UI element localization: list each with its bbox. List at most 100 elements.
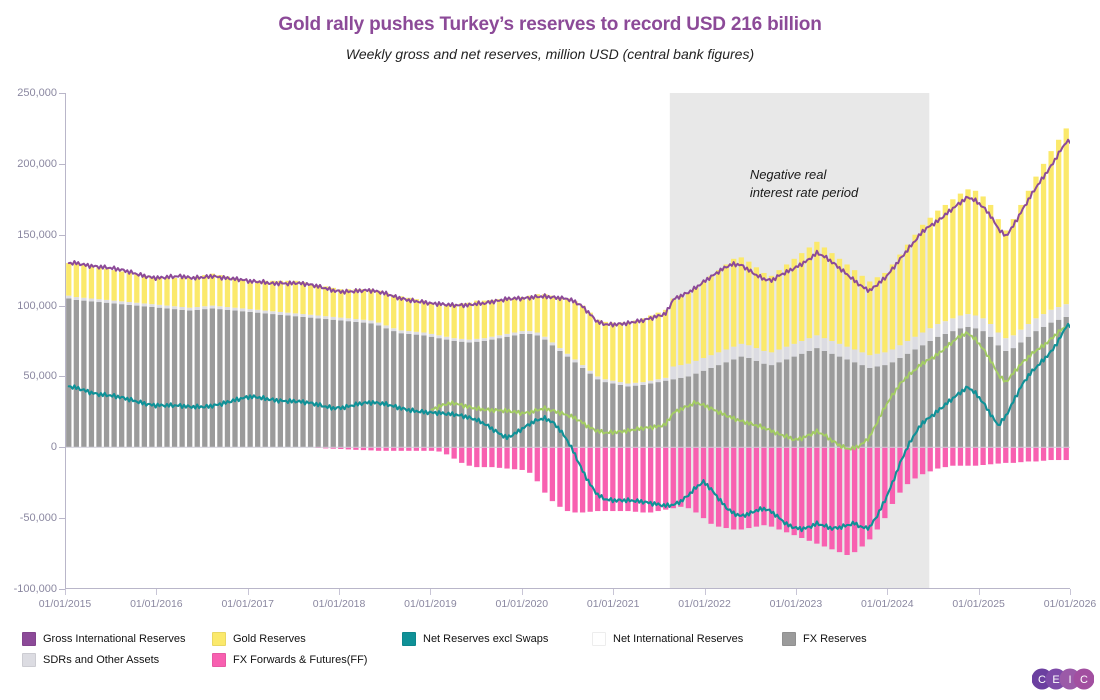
bar-segment <box>459 338 465 342</box>
bar-segment <box>693 447 699 513</box>
bar-segment <box>345 318 352 322</box>
bar-segment <box>867 281 873 356</box>
bar-segment <box>557 350 563 448</box>
bar-segment <box>179 309 185 448</box>
bar-segment <box>443 447 450 455</box>
stacked-bars-negative <box>315 447 1069 555</box>
bar-segment <box>164 277 170 306</box>
bar-segment <box>844 264 850 347</box>
bar-segment <box>383 447 389 451</box>
bar-segment <box>542 294 548 337</box>
bar-segment <box>511 332 518 336</box>
bar-segment <box>579 447 586 513</box>
bar-segment <box>1018 342 1024 448</box>
bar-segment <box>126 272 132 303</box>
bar-segment <box>194 306 200 310</box>
bar-segment <box>738 356 744 448</box>
legend-item-net-reserves-excl-swaps[interactable]: Net Reserves excl Swaps <box>402 631 592 646</box>
bar-segment <box>315 318 321 448</box>
logo-letter: C <box>1080 674 1088 686</box>
bar-segment <box>1018 329 1024 343</box>
bar-segment <box>428 302 435 334</box>
plot-area[interactable] <box>65 93 1070 589</box>
bar-segment <box>715 352 722 366</box>
bar-segment <box>564 447 571 512</box>
bar-segment <box>406 447 412 451</box>
bar-segment <box>187 310 193 448</box>
bar-segment <box>610 380 616 384</box>
bar-segment <box>715 447 722 527</box>
bar-segment <box>459 303 465 339</box>
bar-segment <box>844 346 850 360</box>
bar-segment <box>693 287 699 361</box>
x-tick-mark <box>339 589 341 595</box>
bar-segment <box>277 280 284 312</box>
bar-segment <box>300 282 306 315</box>
y-tick-mark <box>59 376 65 378</box>
bar-segment <box>519 297 525 332</box>
bar-segment <box>753 447 760 527</box>
bar-segment <box>731 346 737 360</box>
bar-segment <box>882 272 888 353</box>
bar-segment <box>360 322 367 448</box>
bar-segment <box>904 244 911 341</box>
bar-segment <box>247 311 253 448</box>
legend-item-fx-reserves[interactable]: FX Reserves <box>782 631 972 646</box>
bar-segment <box>1033 447 1039 462</box>
bar-segment <box>685 292 692 364</box>
bar-segment <box>587 447 593 512</box>
bar-segment <box>511 447 518 470</box>
bar-segment <box>360 289 367 320</box>
legend-label: SDRs and Other Assets <box>43 653 160 666</box>
bar-segment <box>209 308 215 448</box>
bar-segment <box>950 199 956 319</box>
bar-segment <box>587 373 593 448</box>
bar-segment <box>164 308 170 448</box>
sdrs-and-other-assets-swatch <box>22 652 36 667</box>
bar-segment <box>300 316 306 448</box>
x-tick-mark <box>1070 589 1071 595</box>
bar-segment <box>489 339 495 448</box>
x-tick-label: 01/01/2020 <box>495 598 549 610</box>
bar-segment <box>194 276 200 307</box>
bar-segment <box>950 447 956 466</box>
y-tick-mark <box>59 163 65 165</box>
bar-segment <box>330 316 336 320</box>
bar-segment <box>874 366 880 448</box>
bar-segment <box>617 382 624 385</box>
bar-segment <box>1025 447 1032 462</box>
legend-item-gold-reserves[interactable]: Gold Reserves <box>212 631 402 646</box>
bar-segment <box>73 297 79 300</box>
bar-segment <box>81 264 87 298</box>
bar-segment <box>1056 447 1062 461</box>
bar-segment <box>1048 322 1054 448</box>
bar-segment <box>232 277 238 308</box>
bar-segment <box>96 267 102 300</box>
bar-segment <box>1025 323 1032 337</box>
legend-item-fx-forwards-and-futures[interactable]: FX Forwards & Futures(FF) <box>212 652 402 667</box>
legend-label: Gross International Reserves <box>43 632 186 645</box>
bar-segment <box>814 447 820 544</box>
bar-segment <box>527 331 533 334</box>
legend-item-sdrs-and-other-assets[interactable]: SDRs and Other Assets <box>22 652 212 667</box>
bar-segment <box>164 305 170 309</box>
bar-segment <box>383 328 389 448</box>
bar-segment <box>988 204 994 324</box>
bar-segment <box>451 338 457 341</box>
bar-segment <box>829 253 835 341</box>
bar-segment <box>1010 219 1016 336</box>
bar-segment <box>723 349 729 363</box>
bar-segment <box>647 315 654 381</box>
bar-segment <box>753 360 760 448</box>
bar-segment <box>1003 350 1009 448</box>
bar-segment <box>867 355 873 368</box>
bar-segment <box>746 261 752 346</box>
bar-segment <box>421 447 427 451</box>
bar-segment <box>262 280 268 311</box>
legend-item-gross-international-reserves[interactable]: Gross International Reserves <box>22 631 212 646</box>
bar-segment <box>383 292 389 326</box>
bar-segment <box>285 280 291 313</box>
bar-segment <box>126 304 132 448</box>
legend-item-net-international-reserves[interactable]: Net International Reserves <box>592 631 782 646</box>
x-tick-label: 01/01/2015 <box>38 598 92 610</box>
